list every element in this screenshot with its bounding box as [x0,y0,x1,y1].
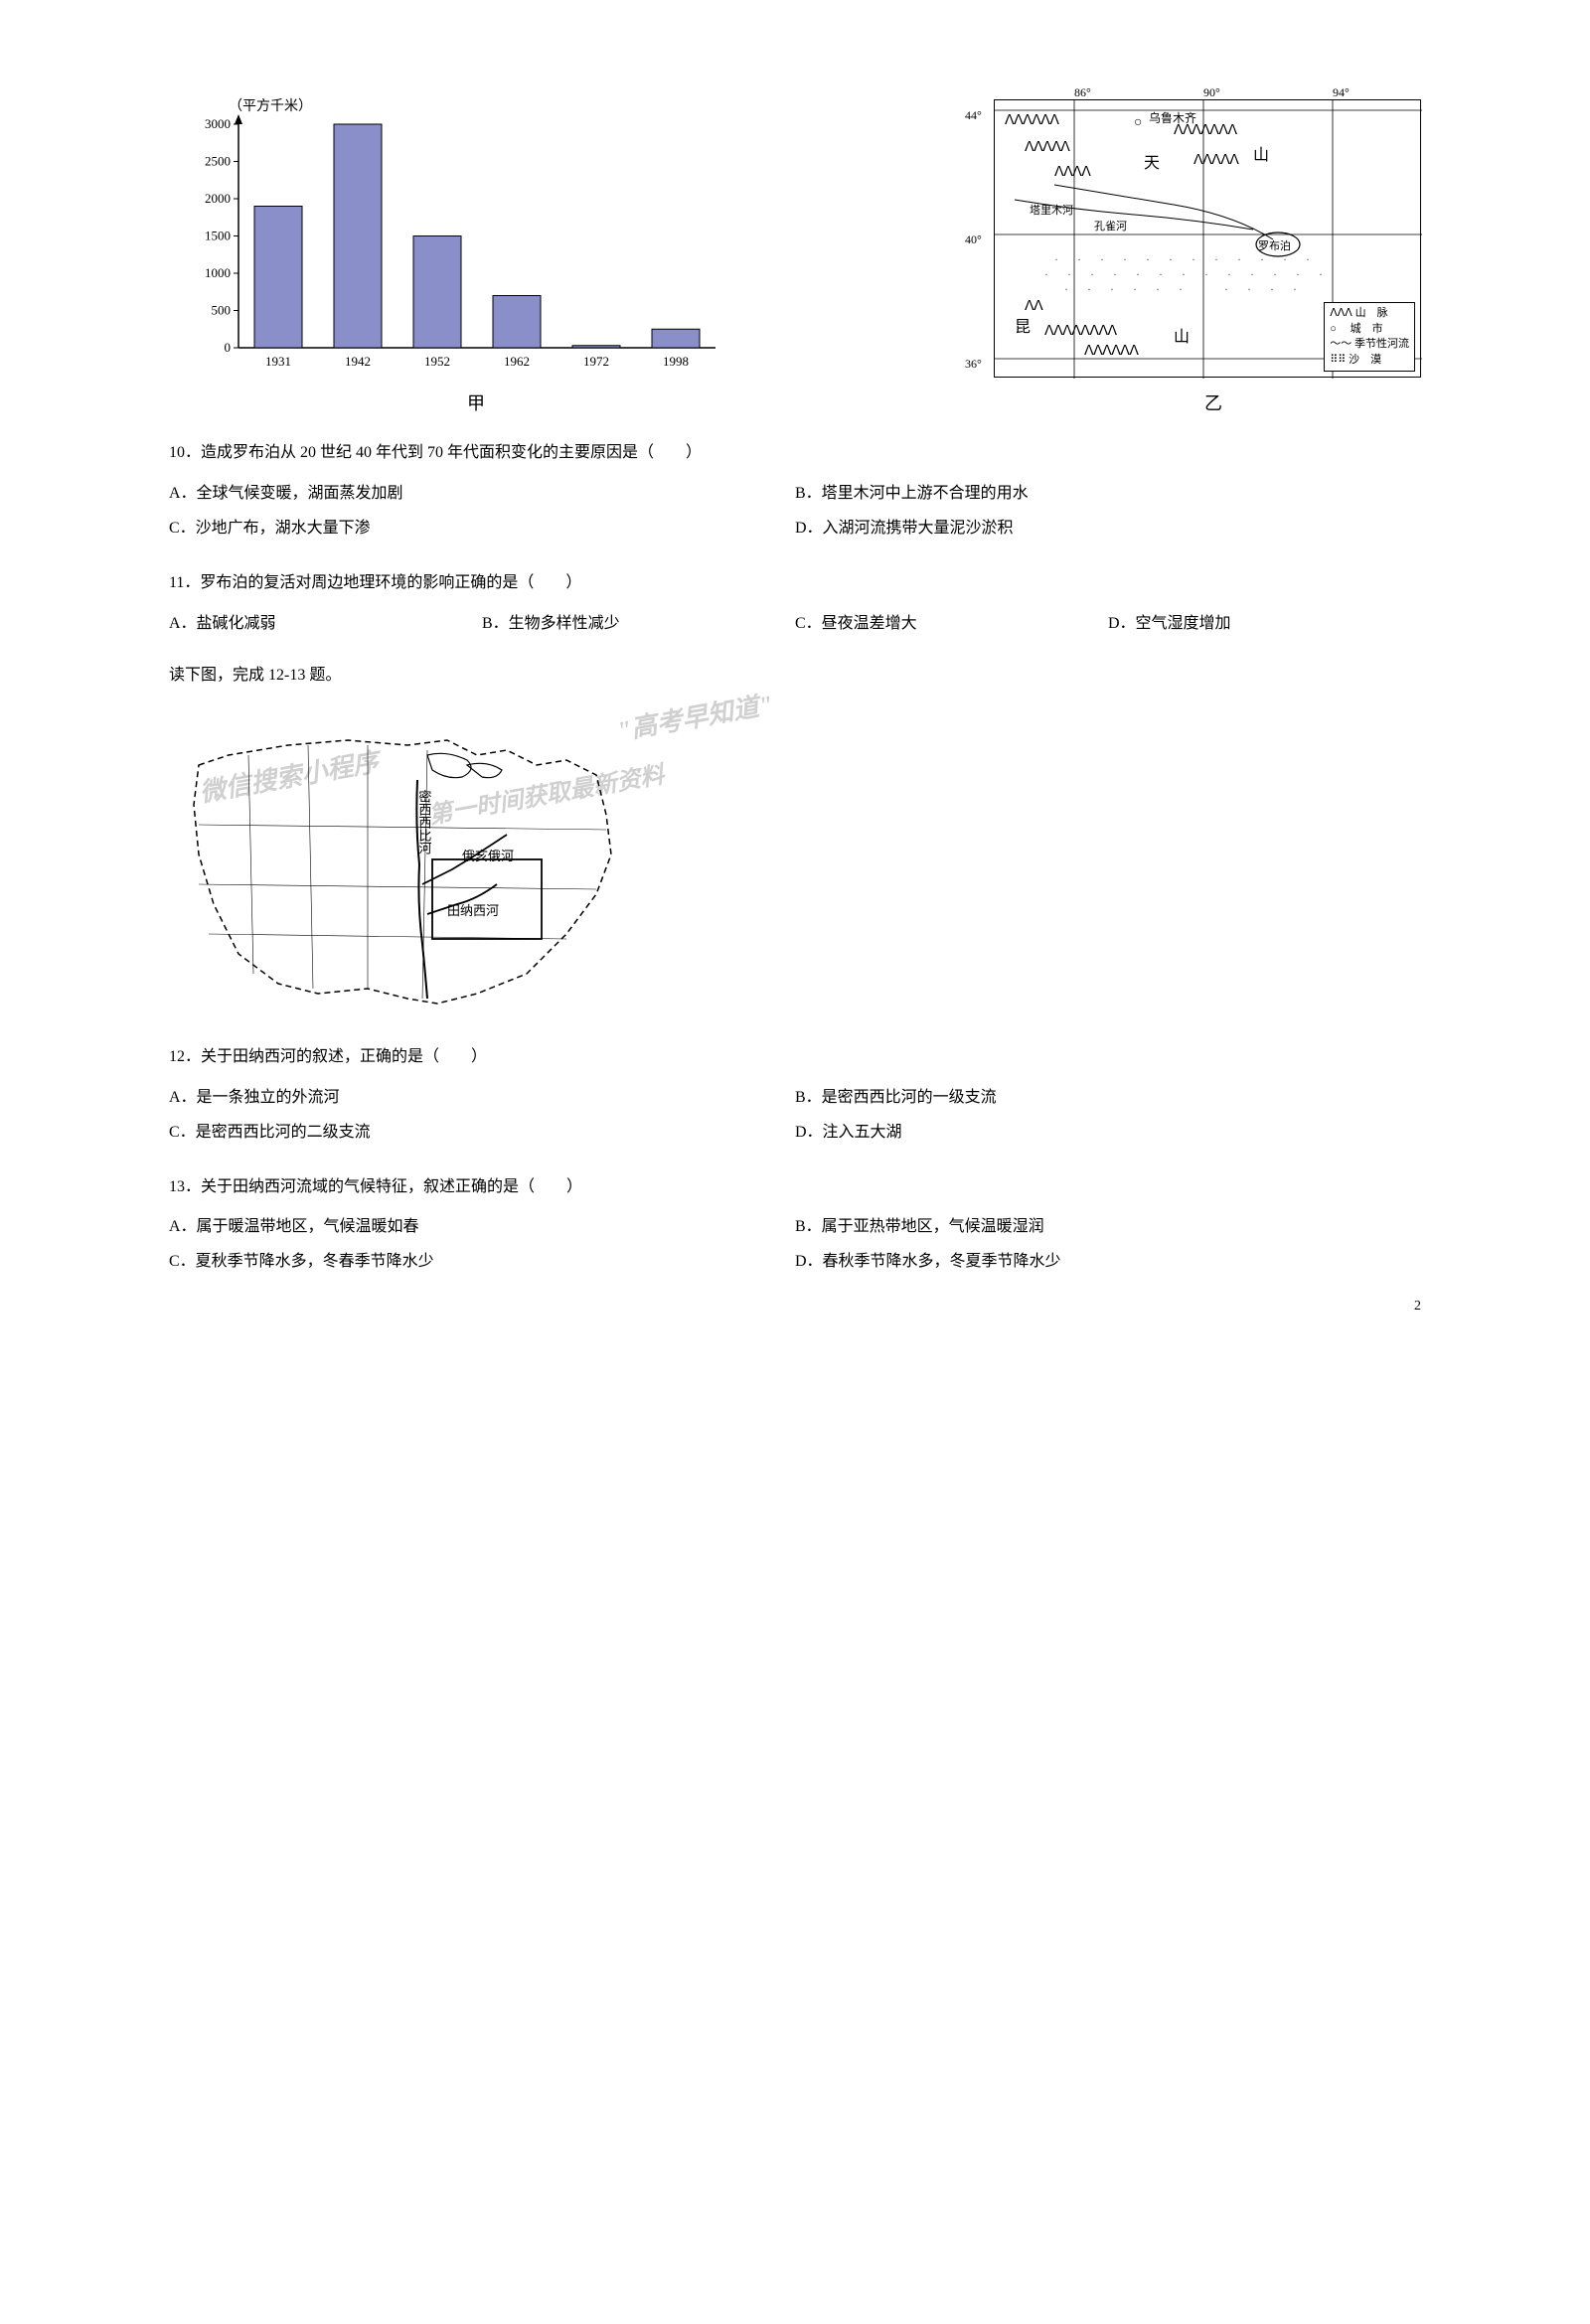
q13-option-d: D．春秋季节降水多，冬夏季节降水少 [795,1248,1421,1277]
question-13: 13．关于田纳西河流域的气候特征，叙述正确的是（ ） A．属于暖温带地区，气候温… [169,1173,1421,1283]
figure-label-yi: 乙 [1204,387,1222,419]
q13-option-c: C．夏秋季节降水多，冬春季节降水少 [169,1248,795,1277]
map-legend: ᐱᐱᐱ 山 脉 ○ 城 市 ～～ 季节性河流 ⠿⠿ 沙 漠 [1324,302,1415,372]
figure-labels-row: 甲 乙 [169,387,1421,419]
q10-option-d: D．入湖河流携带大量泥沙淤积 [795,515,1421,543]
q12-text: 12．关于田纳西河的叙述，正确的是（ ） [169,1043,1421,1072]
figure-label-jia: 甲 [467,387,485,419]
q12-option-c: C．是密西西比河的二级支流 [169,1119,795,1148]
svg-text:1952: 1952 [424,354,450,369]
lat-label-3: 36° [965,354,982,376]
legend-mountain: 山 脉 [1355,307,1388,319]
svg-text:1998: 1998 [663,354,689,369]
mountain-icon: ᐱ ᐱ ᐱ ᐱ ᐱ [1025,135,1068,160]
mountain-icon: ᐱ ᐱ ᐱ ᐱ ᐱ ᐱ [1005,108,1057,133]
lat-label-2: 40° [965,230,982,251]
page-number: 2 [1414,1294,1421,1318]
river-mississippi: 密西西比河 [412,790,435,854]
bar-chart: 0 500 1000 1500 2000 2500 3000 1931 1942 1952 1962… [169,99,725,378]
city-label: 乌鲁木齐 [1149,108,1196,130]
svg-text:1942: 1942 [345,354,371,369]
us-map [169,705,646,1023]
tianshan-2: 山 [1253,142,1269,171]
svg-text:1972: 1972 [583,354,609,369]
chart-ylabel: （平方千米） [229,94,312,119]
q11-option-c: C．昼夜温差增大 [795,610,1108,639]
q12-option-d: D．注入五大湖 [795,1119,1421,1148]
svg-text:3000: 3000 [205,116,231,131]
q11-option-d: D．空气湿度增加 [1108,610,1421,639]
river-kongque: 孔雀河 [1094,218,1127,237]
q10-option-b: B．塔里木河中上游不合理的用水 [795,480,1421,509]
svg-text:500: 500 [212,303,232,318]
q13-option-b: B．属于亚热带地区，气候温暖湿润 [795,1213,1421,1242]
q10-text: 10．造成罗布泊从 20 世纪 40 年代到 70 年代面积变化的主要原因是（ … [169,439,1421,468]
svg-text:0: 0 [225,340,232,355]
q12-option-a: A．是一条独立的外流河 [169,1084,795,1113]
legend-river-icon: ～～ [1330,338,1352,350]
q10-option-c: C．沙地广布，湖水大量下渗 [169,515,795,543]
river-tarim: 塔里木河 [1030,202,1073,222]
q13-option-a: A．属于暖温带地区，气候温暖如春 [169,1213,795,1242]
q11-text: 11．罗布泊的复活对周边地理环境的影响正确的是（ ） [169,569,1421,598]
svg-text:2500: 2500 [205,154,231,169]
legend-city-icon: ○ [1330,323,1337,335]
q13-text: 13．关于田纳西河流域的气候特征，叙述正确的是（ ） [169,1173,1421,1202]
question-12: 12．关于田纳西河的叙述，正确的是（ ） A．是一条独立的外流河 B．是密西西比… [169,1043,1421,1153]
tianshan-1: 天 [1144,150,1160,179]
q12-option-b: B．是密西西比河的一级支流 [795,1084,1421,1113]
legend-desert-icon: ⠿⠿ [1330,354,1346,366]
mountain-icon: ᐱ ᐱ ᐱ ᐱ ᐱ [1193,148,1237,173]
svg-text:1931: 1931 [265,354,291,369]
legend-mountain-icon: ᐱᐱᐱ [1330,307,1352,319]
bar-chart-container: （平方千米） 050010001500200025003000193119421… [169,99,745,378]
question-11: 11．罗布泊的复活对周边地理环境的影响正确的是（ ） A．盐碱化减弱 B．生物多… [169,569,1421,645]
legend-city: 城 市 [1351,323,1383,335]
desert-icon: · · · · · · · · · · · [1064,279,1305,301]
lat-label-1: 44° [965,105,982,127]
kunlun-1: 昆 [1015,314,1031,343]
legend-river: 季节性河流 [1354,338,1409,350]
kunlun-2: 山 [1174,324,1190,353]
xinjiang-map: 86° 90° 94° 44° 40° 36° ᐱ ᐱ ᐱ [994,99,1421,378]
river-ohio: 俄亥俄河 [462,845,514,867]
section-intro-12-13: 读下图，完成 12-13 题。 [169,662,1421,691]
river-tennessee: 田纳西河 [447,899,499,922]
mountain-icon: ᐱ ᐱ ᐱ ᐱ ᐱ ᐱ [1084,339,1137,364]
mountain-icon: ᐱ ᐱ ᐱ ᐱ [1054,160,1089,185]
us-map-container: 密西西比河 俄亥俄河 田纳西河 [169,705,646,1023]
svg-text:1000: 1000 [205,265,231,280]
svg-text:1962: 1962 [504,354,530,369]
svg-text:1500: 1500 [205,229,231,243]
question-10: 10．造成罗布泊从 20 世纪 40 年代到 70 年代面积变化的主要原因是（ … [169,439,1421,548]
city-icon: ○ [1134,110,1142,135]
svg-text:2000: 2000 [205,191,231,206]
legend-desert: 沙 漠 [1349,354,1381,366]
q11-option-a: A．盐碱化减弱 [169,610,482,639]
q10-option-a: A．全球气候变暖，湖面蒸发加剧 [169,480,795,509]
figures-row: （平方千米） 050010001500200025003000193119421… [169,99,1421,378]
q11-option-b: B．生物多样性减少 [482,610,795,639]
